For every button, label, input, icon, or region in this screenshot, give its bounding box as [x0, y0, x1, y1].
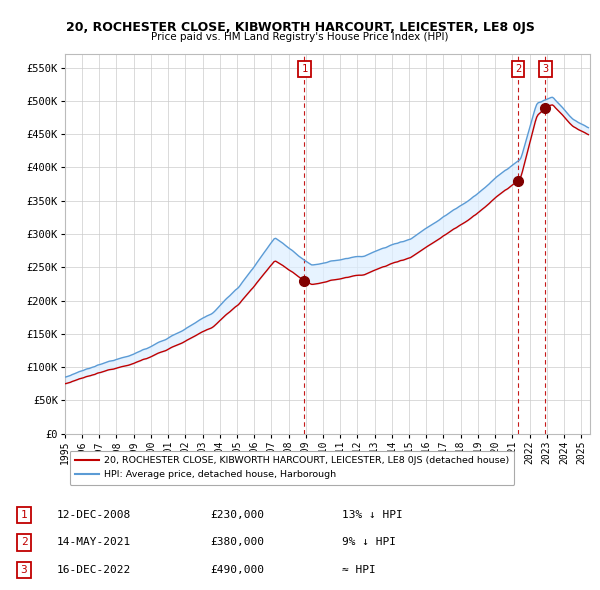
Text: 2: 2	[20, 537, 28, 548]
Text: 16-DEC-2022: 16-DEC-2022	[57, 565, 131, 575]
Text: Price paid vs. HM Land Registry's House Price Index (HPI): Price paid vs. HM Land Registry's House …	[151, 32, 449, 42]
Text: 12-DEC-2008: 12-DEC-2008	[57, 510, 131, 520]
Legend: 20, ROCHESTER CLOSE, KIBWORTH HARCOURT, LEICESTER, LE8 0JS (detached house), HPI: 20, ROCHESTER CLOSE, KIBWORTH HARCOURT, …	[70, 451, 514, 484]
Text: 9% ↓ HPI: 9% ↓ HPI	[342, 537, 396, 548]
Text: 20, ROCHESTER CLOSE, KIBWORTH HARCOURT, LEICESTER, LE8 0JS: 20, ROCHESTER CLOSE, KIBWORTH HARCOURT, …	[65, 21, 535, 34]
Text: 13% ↓ HPI: 13% ↓ HPI	[342, 510, 403, 520]
Text: 14-MAY-2021: 14-MAY-2021	[57, 537, 131, 548]
Text: 3: 3	[20, 565, 28, 575]
Text: £490,000: £490,000	[210, 565, 264, 575]
Text: ≈ HPI: ≈ HPI	[342, 565, 376, 575]
Text: 1: 1	[20, 510, 28, 520]
Text: £230,000: £230,000	[210, 510, 264, 520]
Text: 1: 1	[301, 64, 307, 74]
Text: 3: 3	[542, 64, 548, 74]
Text: £380,000: £380,000	[210, 537, 264, 548]
Text: 2: 2	[515, 64, 521, 74]
